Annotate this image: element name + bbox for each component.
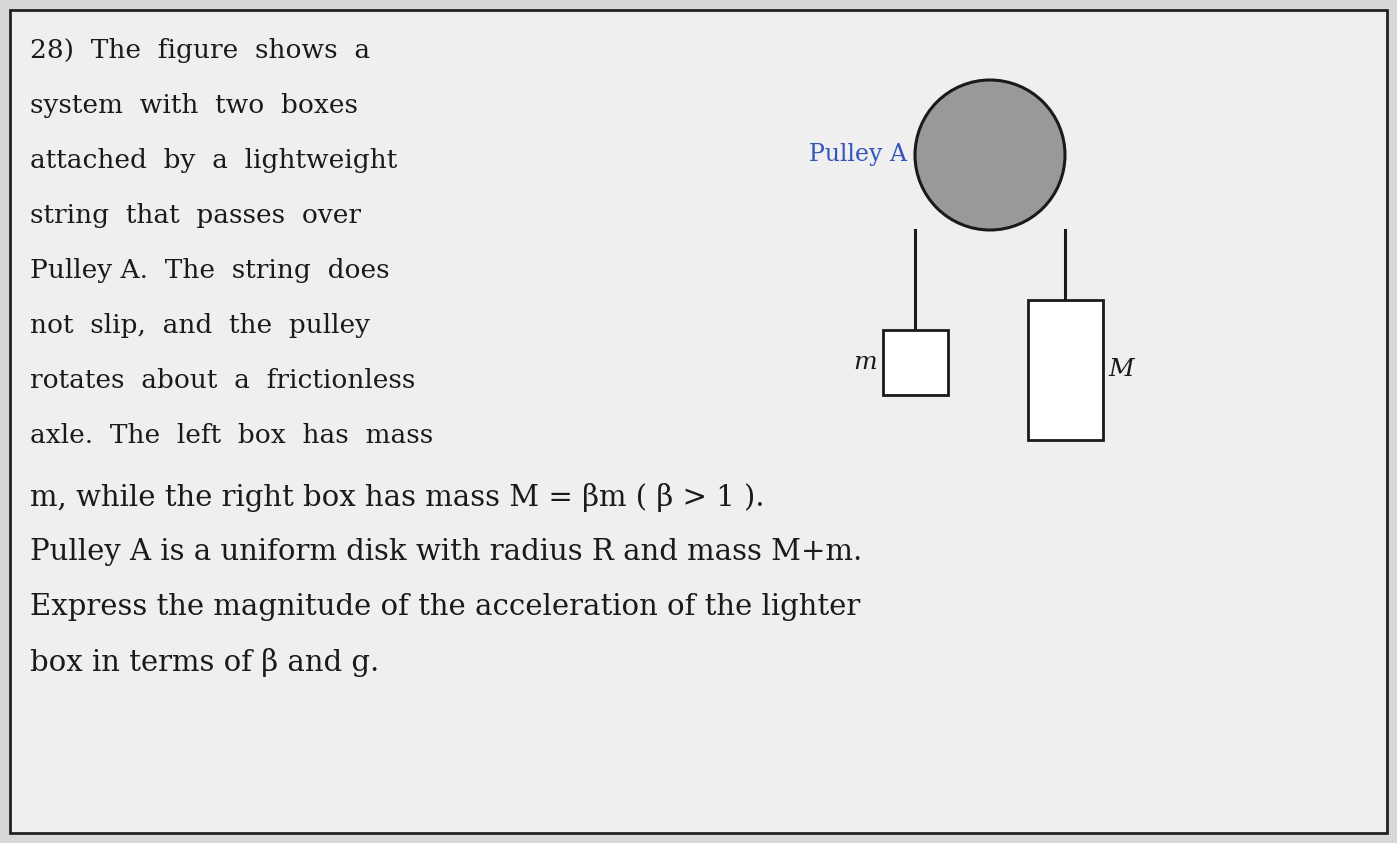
- Bar: [883, 330, 947, 395]
- Text: box in terms of β and g.: box in terms of β and g.: [29, 648, 379, 677]
- Text: 28)  The  figure  shows  a: 28) The figure shows a: [29, 38, 370, 63]
- Text: m, while the right box has mass M = βm ( β > 1 ).: m, while the right box has mass M = βm (…: [29, 483, 764, 512]
- Text: system  with  two  boxes: system with two boxes: [29, 93, 358, 118]
- Text: Pulley A is a uniform disk with radius R and mass M+m.: Pulley A is a uniform disk with radius R…: [29, 538, 862, 566]
- Text: axle.  The  left  box  has  mass: axle. The left box has mass: [29, 423, 433, 448]
- Text: Pulley A.  The  string  does: Pulley A. The string does: [29, 258, 390, 283]
- Bar: [1028, 300, 1102, 440]
- Text: Pulley A: Pulley A: [809, 143, 907, 167]
- Text: m: m: [852, 351, 876, 374]
- Circle shape: [915, 80, 1065, 230]
- Text: attached  by  a  lightweight: attached by a lightweight: [29, 148, 397, 173]
- Text: string  that  passes  over: string that passes over: [29, 203, 360, 228]
- Text: M: M: [1108, 358, 1134, 382]
- Text: Express the magnitude of the acceleration of the lighter: Express the magnitude of the acceleratio…: [29, 593, 861, 621]
- Text: not  slip,  and  the  pulley: not slip, and the pulley: [29, 313, 370, 338]
- Text: rotates  about  a  frictionless: rotates about a frictionless: [29, 368, 415, 393]
